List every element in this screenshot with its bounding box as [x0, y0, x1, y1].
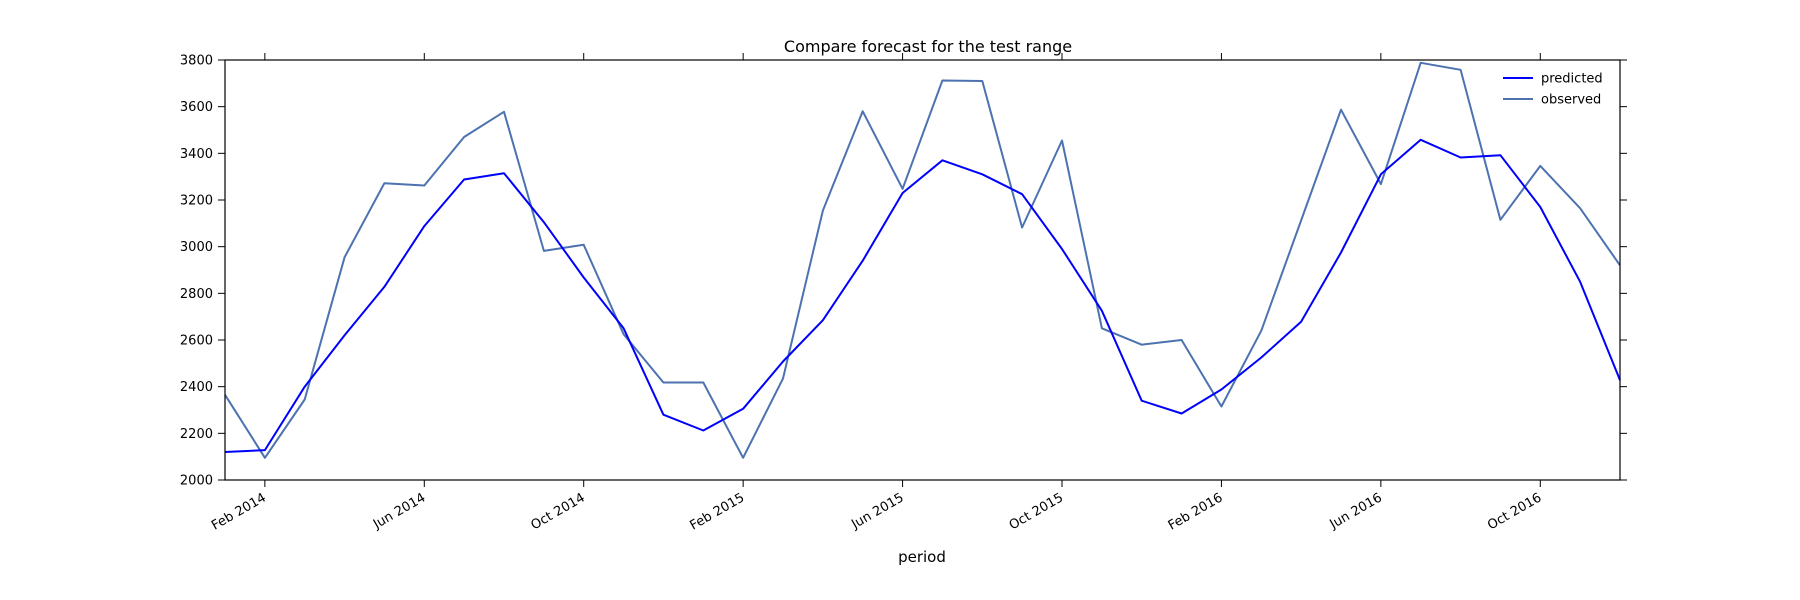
y-tick-label: 2000: [180, 474, 213, 489]
series-line-observed: [224, 61, 1621, 459]
legend: predicted observed: [1503, 72, 1603, 108]
y-tick-label: 2600: [180, 334, 213, 349]
series-line-predicted: [224, 138, 1621, 453]
y-tick-label: 3200: [180, 194, 213, 209]
y-tick-label: 3800: [180, 54, 213, 69]
plot-frame: [224, 59, 1621, 481]
chart-title: Compare forecast for the test range: [784, 37, 1072, 56]
series-layer: [224, 61, 1621, 459]
y-tick-label: 3000: [180, 240, 213, 255]
y-tick-label: 3600: [180, 100, 213, 115]
y-axis: 2000 2200 2400 2600 2800 3000 3200 3400 3600 3800: [180, 54, 1627, 489]
legend-label-predicted: predicted: [1541, 72, 1603, 87]
legend-label-observed: observed: [1541, 93, 1601, 108]
y-tick-label: 2400: [180, 380, 213, 395]
y-tick-label: 2200: [180, 427, 213, 442]
x-axis-label: period: [898, 548, 946, 566]
y-tick-label: 2800: [180, 287, 213, 302]
y-tick-label: 3400: [180, 147, 213, 162]
